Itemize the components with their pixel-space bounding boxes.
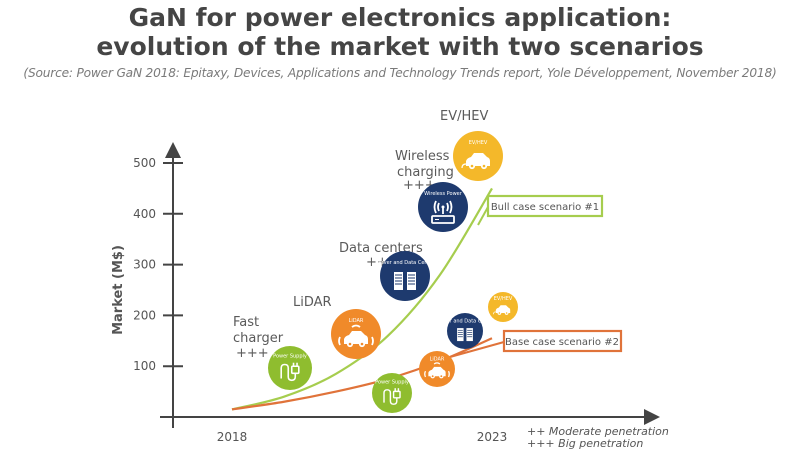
- bubble-caption: LiDAR: [349, 318, 364, 324]
- bubble-circle: [380, 251, 430, 301]
- application-bubble-power-supply-base: Power Supply: [372, 373, 412, 413]
- application-bubble-server-bull: Server and Data Center: [375, 251, 436, 301]
- power-supply-icon: [383, 388, 401, 405]
- bubble-circle: [372, 373, 412, 413]
- bubble-caption: Power Supply: [375, 379, 409, 385]
- y-tick-label: 100: [133, 359, 156, 373]
- bubble-circle: [447, 313, 483, 349]
- note-moderate: ++ Moderate penetration: [527, 425, 669, 438]
- application-bubble-ev-car-base: EV/HEV: [488, 292, 518, 322]
- wireless-power-icon: [431, 200, 455, 224]
- chart-source: (Source: Power GaN 2018: Epitaxy, Device…: [23, 66, 777, 80]
- bubble-caption: LiDAR: [430, 356, 445, 362]
- lidar-car-icon: [338, 324, 374, 348]
- bubble-caption: Wireless Power: [424, 191, 463, 197]
- ev-car-icon: [493, 305, 511, 315]
- y-tick-label: 400: [133, 207, 156, 221]
- label-fast-charger-penetration: +++: [236, 346, 269, 361]
- y-tick-label: 300: [133, 258, 156, 272]
- base-case-callout-label: Base case scenario #2: [505, 337, 619, 348]
- chart-title-line1: GaN for power electronics application:: [128, 3, 672, 32]
- label-ev-hev: EV/HEV: [440, 109, 488, 124]
- label-wireless: Wireless: [395, 149, 450, 164]
- application-bubble-ev-car-bull: EV/HEV: [453, 131, 503, 181]
- application-bubble-lidar-car-bull: LiDAR: [331, 309, 381, 359]
- application-bubble-wireless-power-bull: Wireless Power: [418, 182, 468, 232]
- bubble-caption: Server and Data Center: [375, 260, 435, 266]
- x-tick-label: 2018: [217, 430, 248, 444]
- label-wireless-2: charging: [397, 165, 454, 180]
- y-tick-label: 500: [133, 156, 156, 170]
- power-supply-icon: [280, 362, 300, 382]
- y-tick-label: 200: [133, 308, 156, 322]
- ev-car-icon: [461, 153, 490, 170]
- server-icon: [394, 272, 416, 290]
- bubble-caption: EV/HEV: [494, 296, 513, 302]
- label-fast-charger: Fast: [233, 315, 259, 330]
- lidar-car-icon: [424, 362, 450, 379]
- base-case-callout-box: [502, 329, 623, 353]
- application-bubble-lidar-car-base: LiDAR: [419, 351, 455, 387]
- server-icon: [457, 328, 473, 342]
- label-lidar: LiDAR: [293, 295, 332, 310]
- application-bubble-power-supply-bull: Power Supply: [268, 346, 312, 390]
- bubble-circle: [268, 346, 312, 390]
- x-tick-label: 2023: [477, 430, 508, 444]
- bubble-caption: Server and Data Center: [435, 318, 495, 324]
- bull-case-leader-line: [477, 206, 489, 226]
- bull-case-callout-label: Bull case scenario #1: [491, 202, 599, 213]
- label-fast-charger-2: charger: [233, 331, 284, 346]
- chart-title-line2: evolution of the market with two scenari…: [96, 32, 704, 61]
- base-case-leader-line: [449, 341, 505, 358]
- bubble-caption: Power Supply: [273, 353, 307, 359]
- y-axis-label: Market (M$): [111, 245, 126, 335]
- application-bubble-server-base: Server and Data Center: [435, 313, 496, 349]
- bubble-caption: EV/HEV: [469, 140, 488, 146]
- bull-case-callout-box: [486, 194, 604, 218]
- note-big: +++ Big penetration: [527, 437, 643, 450]
